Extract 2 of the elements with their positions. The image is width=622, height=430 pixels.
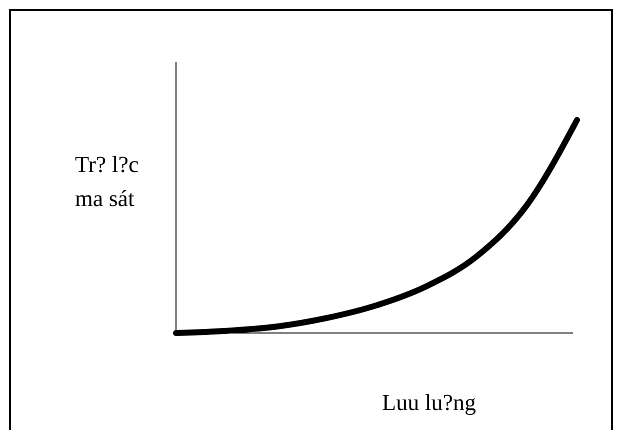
x-axis-title: Luu lu?ng [382,390,476,415]
y-axis-title: Tr? l?c ma sát [75,152,139,211]
